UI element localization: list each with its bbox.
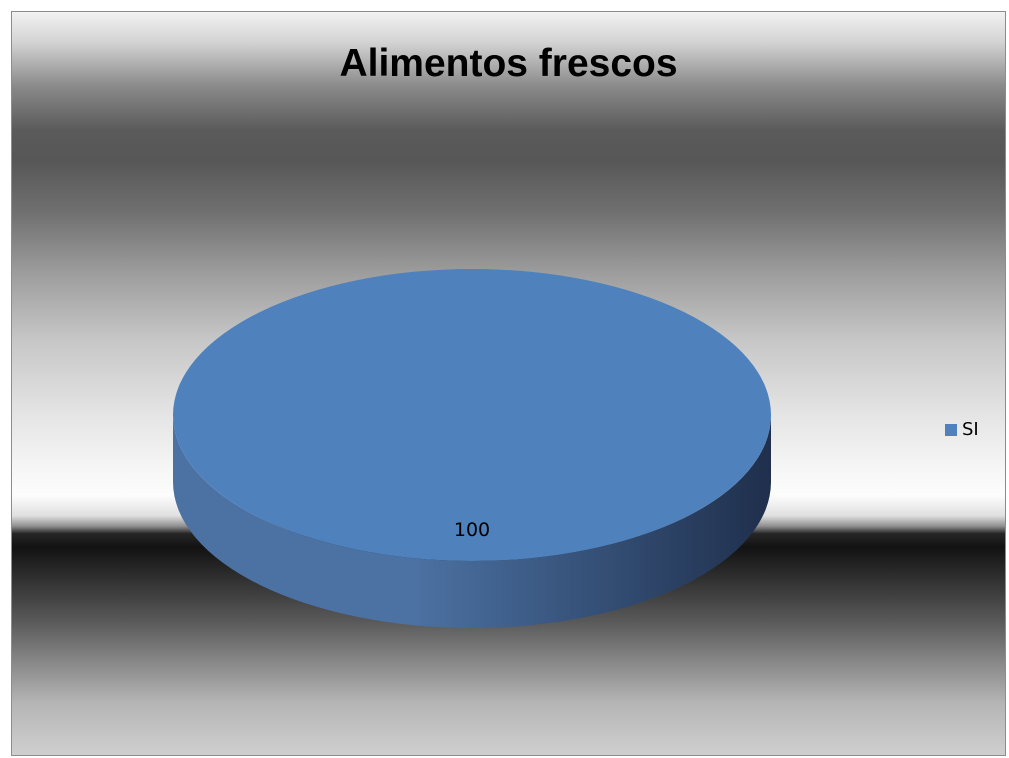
legend-label-si: SI [962, 419, 979, 440]
chart-title: Alimentos frescos [339, 42, 678, 85]
pie-slice-si[interactable] [173, 269, 771, 561]
legend-swatch-si [945, 423, 957, 436]
data-label-si: 100 [454, 519, 490, 541]
legend: SI [945, 419, 979, 440]
pie-slice-side[interactable] [173, 415, 771, 628]
